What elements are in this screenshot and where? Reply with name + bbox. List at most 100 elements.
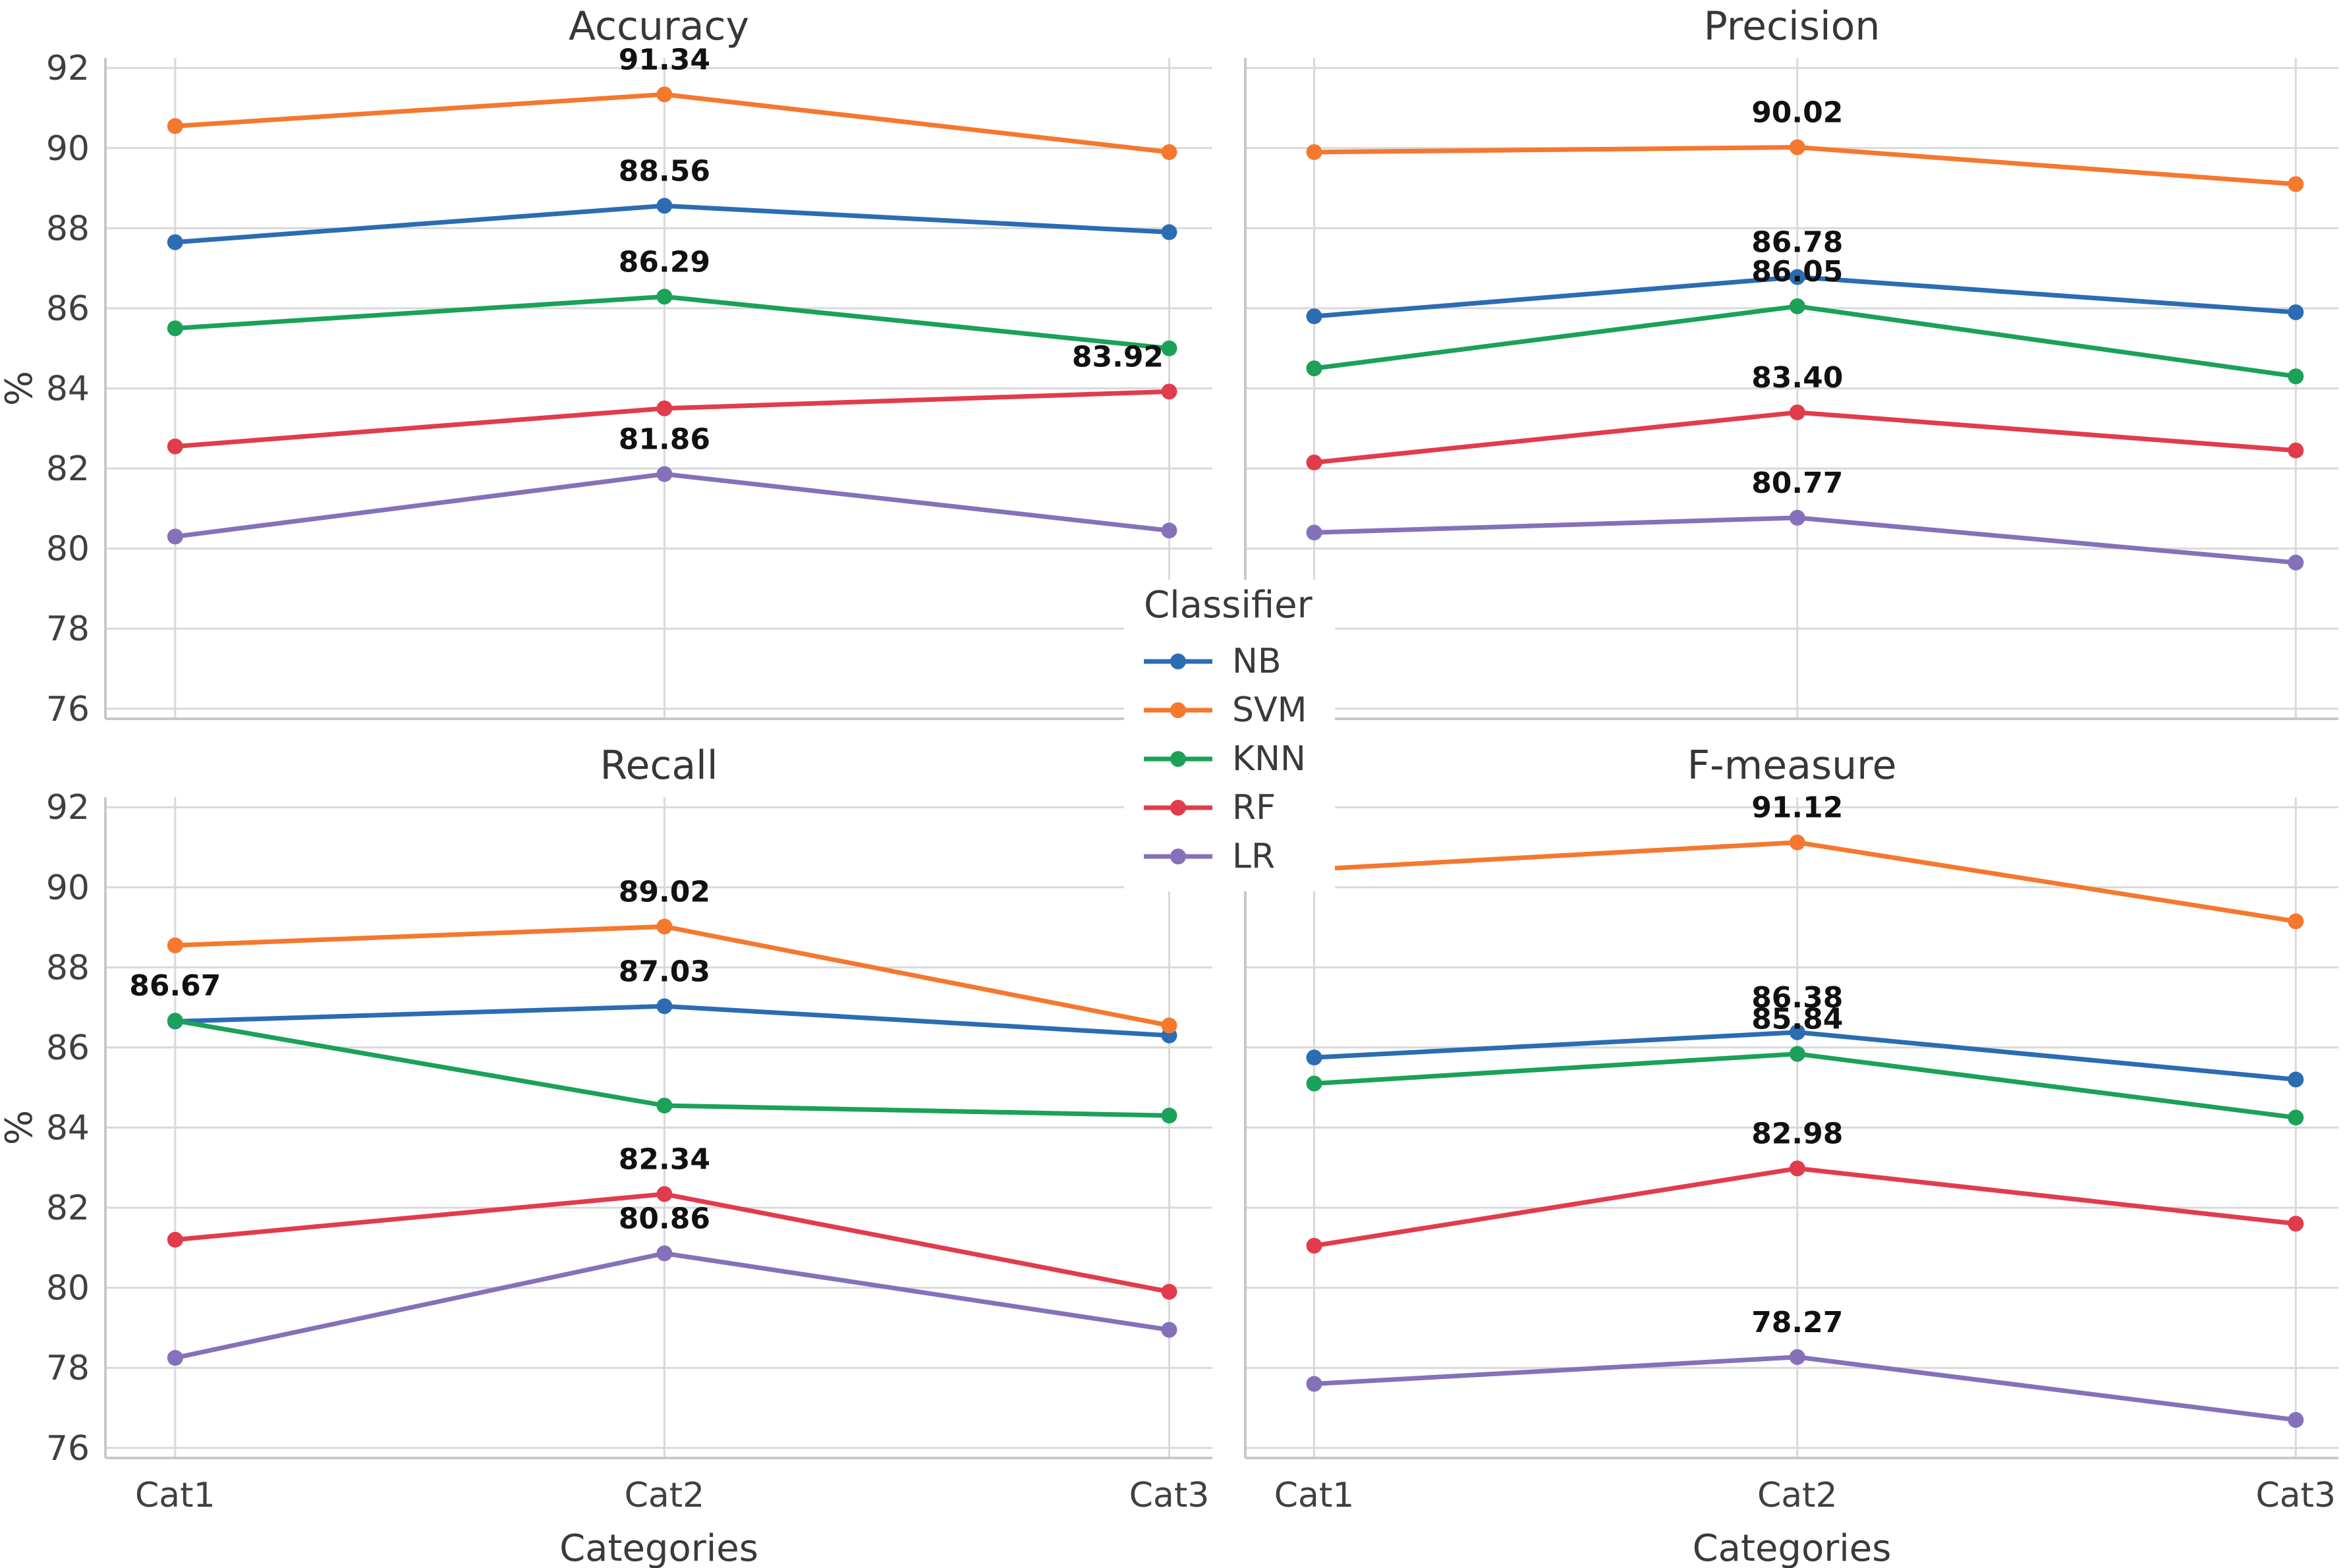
y-tick-label: 90	[46, 868, 90, 908]
y-tick-label: 88	[46, 948, 90, 988]
value-annotation-LR: 78.27	[1751, 1306, 1843, 1339]
data-point-KNN-Cat3	[2288, 368, 2304, 385]
data-point-RF-Cat3	[2288, 442, 2304, 459]
value-annotation-RF: 82.34	[619, 1142, 710, 1176]
value-annotation-RF: 83.40	[1751, 361, 1843, 395]
value-annotation-LR: 81.86	[619, 423, 710, 457]
y-tick-label: 92	[46, 49, 90, 88]
data-point-LR-Cat3	[1161, 1322, 1177, 1338]
series-line-SVM	[173, 92, 1172, 155]
data-point-LR-Cat2	[656, 1245, 673, 1262]
legend-marker-graphic	[1144, 849, 1212, 864]
legend-line-dot-icon	[1144, 799, 1212, 816]
value-annotation-RF: 82.98	[1751, 1117, 1843, 1151]
legend-marker-dot	[1170, 654, 1186, 669]
series-line-NB	[173, 203, 1172, 245]
value-annotation-NB: 86.78	[1751, 226, 1843, 260]
series-line-LR	[1312, 1355, 2298, 1422]
x-axis-label: Categories	[559, 1527, 758, 1568]
y-tick-label: 78	[46, 1349, 90, 1388]
legend: Classifier NB SVM KNN RF LR	[1124, 580, 1335, 891]
legend-item-label: KNN	[1232, 739, 1306, 779]
legend-items: NB SVM KNN RF LR	[1144, 637, 1313, 881]
data-point-KNN-Cat1	[167, 320, 183, 337]
data-point-NB-Cat1	[167, 234, 183, 250]
value-annotation-SVM: 90.02	[1751, 96, 1843, 130]
data-point-RF-Cat1	[167, 1231, 183, 1248]
legend-marker-graphic	[1144, 654, 1212, 669]
y-axis-label: %	[0, 1110, 41, 1145]
data-point-LR-Cat3	[2288, 554, 2304, 571]
y-tick-label: 76	[46, 690, 90, 729]
value-annotation-NB: 87.03	[619, 955, 710, 988]
data-point-LR-Cat2	[656, 466, 673, 482]
chart-title: Accuracy	[569, 3, 749, 49]
chart-title: F-measure	[1687, 742, 1897, 789]
data-point-KNN-Cat3	[2288, 1109, 2304, 1126]
legend-line-dot-icon	[1144, 750, 1212, 768]
series-line-LR	[173, 472, 1172, 539]
legend-item-KNN: KNN	[1144, 735, 1313, 783]
x-tick-label: Cat3	[1129, 1476, 1210, 1515]
data-point-RF-Cat3	[1161, 1283, 1177, 1300]
data-point-SVM-Cat3	[2288, 913, 2304, 930]
legend-marker-dot	[1170, 702, 1186, 718]
data-point-RF-Cat2	[1789, 1160, 1805, 1177]
legend-item-NB: NB	[1144, 637, 1313, 686]
data-point-NB-Cat3	[2288, 1071, 2304, 1088]
value-annotation-KNN: 86.05	[1751, 255, 1843, 289]
data-point-RF-Cat2	[1789, 404, 1805, 420]
value-annotation-LR: 80.77	[1751, 466, 1843, 500]
data-point-KNN-Cat2	[1789, 298, 1805, 314]
y-tick-label: 84	[46, 1109, 90, 1148]
value-annotation-NB: 88.56	[619, 154, 710, 188]
data-point-KNN-Cat1	[1306, 1075, 1322, 1092]
legend-marker-dot	[1170, 800, 1186, 816]
y-axis-label: %	[0, 371, 41, 406]
x-axis-label: Categories	[1693, 1527, 1892, 1568]
data-point-LR-Cat1	[1306, 1376, 1322, 1392]
series-line-SVM	[1312, 840, 2298, 924]
y-tick-label: 80	[46, 1269, 90, 1308]
y-tick-label: 78	[46, 609, 90, 649]
data-point-SVM-Cat2	[656, 918, 673, 935]
data-point-SVM-Cat3	[2288, 176, 2304, 192]
y-tick-label: 88	[46, 209, 90, 248]
chart-recall: 89.02 87.03 86.67 82.34 80.86 Recall 76 78 80 82 8…	[0, 742, 1212, 1568]
data-point-KNN-Cat2	[656, 289, 673, 305]
legend-marker-graphic	[1144, 800, 1212, 816]
chart-title: Recall	[600, 742, 718, 789]
x-tick-label: Cat1	[1274, 1476, 1355, 1515]
data-point-RF-Cat2	[656, 1186, 673, 1202]
data-point-SVM-Cat2	[1789, 834, 1805, 851]
data-point-KNN-Cat2	[1789, 1046, 1805, 1062]
chart-title: Precision	[1704, 3, 1880, 49]
data-point-KNN-Cat2	[656, 1098, 673, 1114]
data-point-SVM-Cat2	[656, 86, 673, 103]
data-point-NB-Cat2	[1789, 1024, 1805, 1040]
data-point-LR-Cat3	[2288, 1412, 2304, 1428]
data-point-KNN-Cat1	[1306, 360, 1322, 377]
y-tick-label: 90	[46, 129, 90, 169]
data-point-RF-Cat1	[167, 438, 183, 455]
legend-marker-graphic	[1144, 751, 1212, 767]
data-point-SVM-Cat3	[1161, 1017, 1177, 1034]
data-point-NB-Cat2	[656, 998, 673, 1015]
legend-item-label: NB	[1232, 642, 1282, 681]
data-point-RF-Cat1	[1306, 1237, 1322, 1254]
value-annotation-SVM: 91.34	[619, 43, 710, 76]
data-point-RF-Cat3	[1161, 383, 1177, 400]
y-tick-label: 82	[46, 449, 90, 489]
y-tick-label: 80	[46, 530, 90, 569]
y-tick-label: 92	[46, 788, 90, 827]
x-tick-label: Cat3	[2255, 1476, 2336, 1515]
data-point-NB-Cat1	[1306, 1050, 1322, 1066]
x-tick-label: Cat2	[625, 1476, 705, 1515]
y-tick-label: 86	[46, 1028, 90, 1068]
legend-item-label: RF	[1232, 788, 1276, 827]
x-tick-label: Cat2	[1757, 1476, 1838, 1515]
data-point-KNN-Cat3	[1161, 1107, 1177, 1124]
